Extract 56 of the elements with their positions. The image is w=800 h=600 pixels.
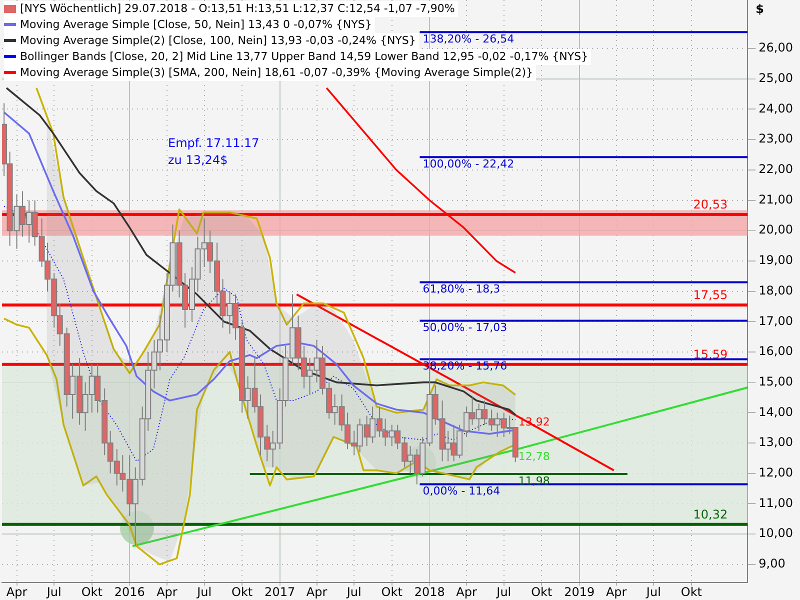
y-tick-label: 11,00	[758, 496, 794, 510]
annotation: 0,00% - 11,64	[422, 484, 500, 498]
ref-line-label: 17,55	[693, 288, 728, 302]
ref-line-label: 15,59	[693, 348, 728, 362]
x-tick-label: Okt	[531, 584, 552, 599]
y-tick-label: 21,00	[758, 192, 794, 206]
y-tick-label: 12,00	[758, 465, 794, 480]
legend-label: [NYS Wöchentlich] 29.07.2018 - O:13,51 H:13,51 L:12,37 C:12,54 -1,07 -7,90%	[20, 2, 455, 15]
x-tick-label: Jul	[496, 584, 512, 599]
x-tick-label: Apr	[456, 584, 477, 599]
x-tick-label: Jul	[346, 584, 362, 599]
x-tick-label: Okt	[381, 584, 403, 599]
y-tick-label: 16,00	[758, 344, 794, 358]
line-series	[4, 206, 516, 462]
legend-label: Moving Average Simple(3) [SMA, 200, Nein] 18,61 -0,07 -0,39% {Moving Average Simple(2)}	[20, 66, 534, 79]
ref-line-label: 20,53	[693, 198, 728, 212]
annotation: zu 13,24$	[168, 153, 228, 168]
annotation: 100,00% - 22,42	[422, 158, 514, 171]
x-tick-label: Apr	[306, 584, 328, 599]
y-tick-label: 18,00	[758, 283, 794, 298]
y-axis-title: $	[756, 2, 764, 16]
x-tick-label: 2016	[114, 584, 145, 599]
legend-label: Moving Average Simple [Close, 50, Nein] 13,43 0 -0,07% {NYS}	[20, 18, 372, 31]
x-tick-label: 2019	[564, 584, 595, 599]
y-tick-label: 23,00	[758, 132, 794, 146]
x-tick-label: Apr	[606, 584, 627, 599]
annotation: 50,00% - 17,03	[422, 321, 508, 334]
y-tick-label: 25,00	[758, 71, 794, 86]
y-tick-label: 20,00	[758, 222, 794, 237]
y-tick-label: 14,00	[758, 404, 794, 419]
y-tick-label: 26,00	[758, 40, 794, 55]
y-tick-label: 19,00	[758, 253, 794, 268]
legend-label: Moving Average Simple(2) [Close, 100, Nein] 13,93 -0,03 -0,24% {NYS}	[20, 34, 416, 47]
x-tick-label: Jul	[46, 584, 62, 599]
annotation: 12,78	[518, 450, 550, 464]
x-tick-label: Apr	[6, 584, 28, 599]
y-tick-label: 13,00	[758, 435, 794, 450]
x-tick-label: Okt	[81, 584, 103, 599]
x-tick-label: Jul	[196, 584, 212, 599]
x-tick-label: Jul	[645, 584, 661, 599]
y-tick-label: 15,00	[758, 374, 794, 388]
annotation: 61,80% - 18,3	[422, 282, 500, 296]
ref-line-label: 10,32	[693, 507, 728, 522]
y-tick-label: 10,00	[758, 526, 794, 540]
x-tick-label: Okt	[680, 584, 702, 599]
annotation: 138,20% - 26,54	[422, 32, 514, 46]
x-tick-label: 2018	[414, 584, 445, 599]
legend-label: Bollinger Bands [Close, 20, 2] Mid Line 13,77 Upper Band 14,59 Lower Band 12,95 -0,02 -0,17% {NYS}	[20, 50, 588, 63]
annotation: Empf. 17.11.17	[168, 136, 260, 150]
y-tick-label: 17,00	[758, 314, 794, 328]
x-tick-label: 2017	[264, 584, 296, 599]
y-tick-label: 9,00	[758, 556, 786, 571]
y-tick-label: 24,00	[758, 101, 794, 116]
x-tick-label: Apr	[156, 584, 178, 599]
x-tick-label: Okt	[232, 584, 253, 599]
y-tick-label: 22,00	[758, 162, 794, 176]
